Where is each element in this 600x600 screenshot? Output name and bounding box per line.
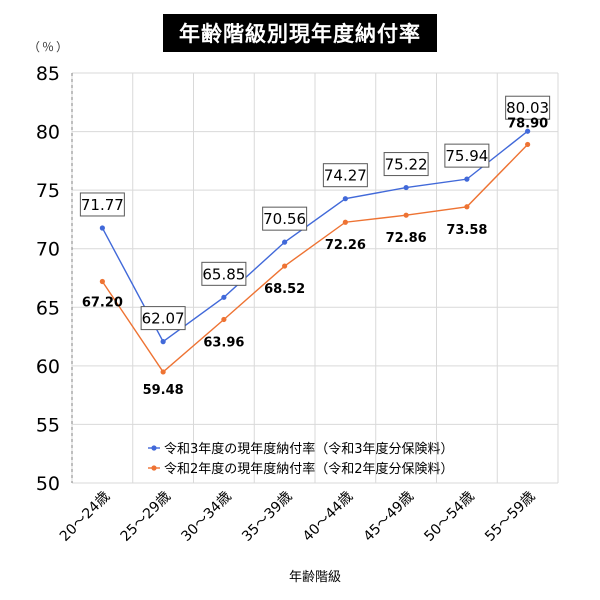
chart-title: 年齢階級別現年度納付率 — [179, 22, 421, 46]
x-tick-label: 35～39歳 — [239, 489, 295, 545]
x-tick-label: 30～34歳 — [178, 489, 234, 545]
data-point-reiwa2 — [160, 369, 166, 375]
data-label-reiwa2: 73.58 — [446, 223, 487, 238]
data-label-reiwa3: 62.07 — [142, 310, 185, 328]
data-label-box-reiwa3 — [383, 152, 429, 177]
y-tick-label: 55 — [36, 414, 60, 436]
legend: 令和3年度の現年度納付率（令和3年度分保険料） 令和2年度の現年度納付率（令和2年… — [148, 441, 454, 477]
data-label-reiwa2: 68.52 — [264, 282, 305, 297]
data-label-box-reiwa3 — [140, 306, 186, 331]
data-label-reiwa2: 78.90 — [507, 116, 548, 131]
data-point-reiwa3 — [403, 184, 409, 191]
y-tick-label: 65 — [36, 297, 60, 319]
data-point-reiwa2 — [403, 212, 409, 218]
data-label-reiwa3: 75.94 — [445, 147, 488, 165]
data-point-reiwa3 — [221, 294, 227, 300]
x-tick-label: 55～59歳 — [482, 489, 538, 545]
data-point-reiwa3 — [342, 196, 348, 202]
data-point-reiwa2 — [464, 204, 470, 210]
data-label-reiwa3: 71.77 — [81, 196, 124, 214]
data-label-reiwa3: 75.22 — [385, 156, 428, 174]
y-unit-label: （％） — [28, 40, 71, 54]
legend-swatch-marker — [151, 465, 157, 471]
data-point-reiwa3 — [464, 176, 470, 182]
y-tick-label: 85 — [36, 63, 60, 85]
x-axis-title: 年齢階級 — [289, 570, 341, 585]
data-point-reiwa2 — [282, 263, 288, 269]
data-label-reiwa3: 70.56 — [263, 210, 306, 228]
data-label-box-reiwa3 — [262, 206, 308, 231]
x-tick-label: 45～49歳 — [361, 489, 417, 545]
data-label-reiwa3: 74.27 — [324, 167, 367, 185]
series-lines — [99, 128, 531, 375]
data-point-reiwa2 — [221, 316, 227, 323]
data-label-reiwa2: 67.20 — [82, 296, 123, 311]
data-label-reiwa2: 59.48 — [143, 383, 184, 398]
data-label-box-reiwa3 — [444, 143, 490, 168]
legend-entry: 令和3年度の現年度納付率（令和3年度分保険料） — [164, 441, 454, 457]
data-labels: 71.77 62.07 65.85 70.56 74.27 75.22 75.94 80.03… — [79, 95, 551, 398]
series-line-reiwa2 — [101, 143, 529, 373]
legend-swatch-marker — [151, 445, 157, 451]
data-point-reiwa3 — [160, 339, 166, 345]
y-tick-label: 60 — [36, 356, 60, 378]
data-point-reiwa3 — [282, 239, 288, 245]
grid-lines — [71, 72, 559, 484]
data-label-reiwa2: 72.26 — [325, 238, 366, 253]
series-line-reiwa3 — [101, 130, 529, 343]
y-tick-label: 70 — [36, 239, 60, 261]
legend-entry: 令和2年度の現年度納付率（令和2年度分保険料） — [164, 461, 454, 477]
data-point-reiwa3 — [99, 225, 105, 231]
y-tick-label: 80 — [36, 122, 60, 144]
data-label-reiwa3: 80.03 — [506, 99, 549, 117]
chart-title-box: 年齢階級別現年度納付率 — [163, 14, 437, 52]
x-tick-label: 25～29歳 — [118, 489, 174, 545]
data-label-box-reiwa3 — [322, 163, 368, 188]
data-point-reiwa3 — [525, 128, 531, 134]
data-label-box-reiwa3 — [79, 192, 125, 217]
data-label-box-reiwa3 — [505, 95, 551, 120]
x-tick-label: 50～54歳 — [421, 489, 477, 545]
data-label-reiwa2: 72.86 — [386, 231, 427, 246]
x-tick-label: 20～24歳 — [57, 489, 113, 545]
y-tick-label: 75 — [36, 180, 60, 202]
data-label-reiwa3: 65.85 — [202, 265, 245, 283]
x-tick-label: 40～44歳 — [300, 489, 356, 545]
y-tick-label: 50 — [36, 473, 60, 495]
data-label-box-reiwa3 — [201, 261, 247, 286]
data-label-reiwa2: 63.96 — [203, 335, 244, 350]
data-point-reiwa2 — [342, 219, 348, 225]
data-point-reiwa2 — [525, 141, 531, 148]
data-point-reiwa2 — [99, 278, 105, 285]
